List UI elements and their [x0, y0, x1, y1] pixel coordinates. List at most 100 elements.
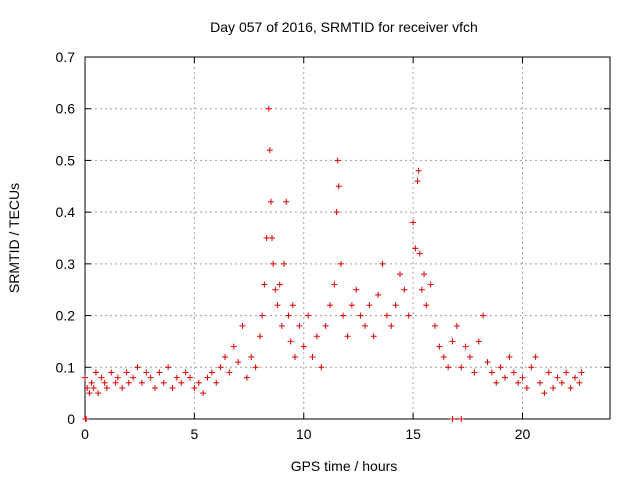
data-point: [82, 374, 88, 381]
data-point: [296, 322, 303, 329]
x-tick-label: 10: [296, 426, 312, 442]
data-point: [427, 281, 434, 288]
data-point: [276, 281, 283, 288]
data-point: [143, 369, 150, 376]
data-point: [313, 333, 320, 340]
data-point: [415, 167, 422, 174]
data-point: [243, 374, 250, 381]
data-point: [98, 374, 105, 381]
data-point: [272, 286, 279, 293]
data-point: [418, 286, 425, 293]
data-point: [327, 302, 333, 309]
data-point: [467, 353, 473, 360]
data-point: [191, 384, 198, 391]
x-tick-label: 20: [515, 426, 531, 442]
data-point: [416, 250, 423, 257]
data-point: [458, 416, 465, 422]
y-tick-label: 0.1: [56, 359, 76, 375]
data-point: [449, 338, 456, 345]
data-point: [475, 338, 482, 345]
data-point: [309, 353, 316, 360]
data-point: [204, 374, 211, 381]
data-point: [497, 364, 504, 371]
data-point: [147, 374, 154, 381]
data-point: [392, 302, 399, 309]
data-point: [337, 260, 344, 267]
data-point: [515, 379, 522, 386]
data-point: [119, 384, 126, 391]
data-point: [165, 364, 172, 371]
data-point: [318, 364, 325, 371]
data-point: [397, 271, 403, 278]
data-point: [353, 286, 360, 293]
data-point: [230, 343, 237, 350]
data-point: [259, 312, 266, 319]
data-point: [488, 369, 495, 376]
data-point: [412, 245, 419, 252]
data-point: [333, 209, 340, 216]
data-point: [576, 379, 583, 386]
data-point: [421, 271, 428, 278]
data-point: [103, 384, 110, 391]
data-point: [563, 369, 570, 376]
data-point: [123, 369, 130, 376]
data-point: [156, 369, 163, 376]
data-point: [257, 333, 263, 340]
data-point: [366, 302, 373, 309]
data-point: [138, 379, 145, 386]
x-tick-label: 0: [81, 426, 89, 442]
x-tick-label: 15: [405, 426, 421, 442]
data-point: [388, 322, 395, 329]
data-point: [458, 364, 465, 371]
data-point: [484, 359, 491, 366]
x-tick-label: 5: [190, 426, 198, 442]
data-point: [567, 384, 574, 391]
data-point: [523, 384, 530, 391]
x-axis-label: GPS time / hours: [291, 458, 398, 474]
data-point: [340, 312, 347, 319]
data-point: [532, 353, 539, 360]
data-point: [278, 322, 285, 329]
data-point: [283, 198, 290, 205]
data-point: [112, 379, 119, 386]
data-point: [169, 384, 176, 391]
data-point: [274, 302, 281, 309]
data-point: [235, 359, 242, 366]
y-tick-label: 0: [67, 411, 75, 427]
data-point: [200, 390, 207, 397]
data-point: [213, 379, 220, 386]
data-point: [471, 369, 478, 376]
data-point: [445, 364, 452, 371]
data-point: [322, 322, 329, 329]
data-point: [502, 374, 508, 381]
data-point: [383, 312, 390, 319]
data-point: [423, 302, 430, 309]
data-point: [537, 379, 543, 386]
grid-layer: [85, 57, 610, 419]
data-point: [108, 369, 115, 376]
data-point: [95, 390, 102, 397]
data-point: [160, 379, 167, 386]
data-point: [152, 384, 158, 391]
data-point: [173, 374, 180, 381]
data-point: [362, 322, 368, 329]
data-point: [440, 353, 447, 360]
data-point: [178, 379, 185, 386]
data-point: [270, 260, 277, 267]
data-point: [410, 219, 417, 226]
data-point: [266, 147, 273, 154]
data-point: [348, 302, 355, 309]
data-point: [436, 343, 443, 350]
data-point: [263, 235, 270, 241]
data-point: [86, 390, 93, 397]
data-point: [335, 183, 342, 190]
data-point: [545, 369, 552, 376]
data-point: [379, 260, 386, 267]
data-point: [269, 235, 276, 241]
data-point: [289, 302, 296, 309]
data-point: [281, 260, 288, 267]
data-point: [572, 374, 578, 381]
data-point: [134, 364, 141, 371]
data-point: [344, 333, 351, 340]
data-point: [331, 281, 338, 288]
